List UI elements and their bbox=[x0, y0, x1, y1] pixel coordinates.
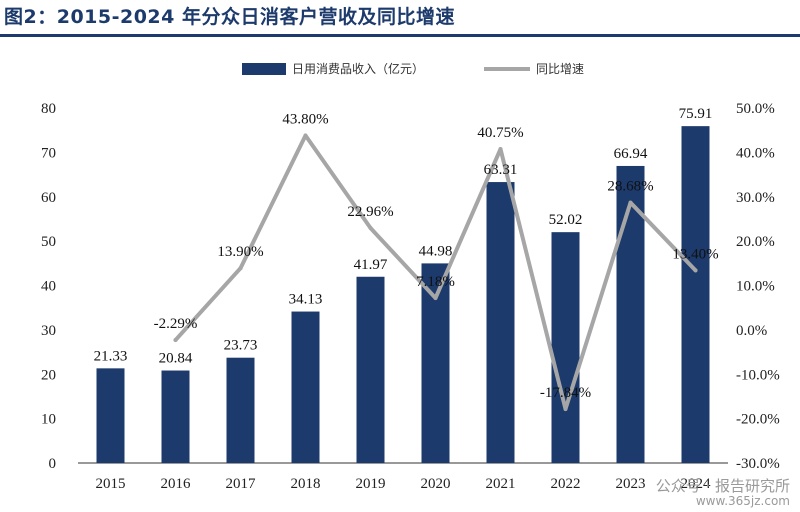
growth-value-label: 22.96% bbox=[347, 204, 393, 220]
y-right-tick-label: -30.0% bbox=[736, 456, 780, 472]
y-right-tick-label: 0.0% bbox=[736, 323, 767, 339]
legend-label-growth: 同比增速 bbox=[536, 62, 584, 76]
x-tick-label: 2022 bbox=[551, 476, 581, 492]
bar-value-label: 63.31 bbox=[484, 162, 518, 178]
growth-point bbox=[563, 407, 568, 412]
x-tick-label: 2017 bbox=[226, 476, 257, 492]
bar bbox=[616, 165, 645, 464]
bar bbox=[356, 276, 385, 463]
bar-value-label: 20.84 bbox=[159, 351, 193, 367]
x-tick-label: 2023 bbox=[616, 476, 646, 492]
growth-value-label: -2.29% bbox=[154, 316, 198, 332]
y-right-tick-label: -20.0% bbox=[736, 412, 780, 428]
bar bbox=[486, 182, 515, 463]
growth-value-label: 7.18% bbox=[416, 274, 455, 290]
bar-value-label: 44.98 bbox=[419, 243, 453, 259]
x-tick-label: 2018 bbox=[291, 476, 321, 492]
x-tick-label: 2019 bbox=[356, 476, 386, 492]
bar-value-label: 21.33 bbox=[94, 348, 128, 364]
growth-point bbox=[693, 268, 698, 273]
growth-value-label: 13.90% bbox=[217, 244, 263, 260]
y-right-tick-label: 40.0% bbox=[736, 145, 775, 161]
watermark-text: 公众号 · 报告研究所 bbox=[655, 477, 790, 496]
chart-title: 图2：2015-2024 年分众日消客户营收及同比增速 bbox=[4, 6, 455, 28]
legend-swatch-revenue bbox=[242, 63, 286, 75]
y-right-tick-label: 10.0% bbox=[736, 279, 775, 295]
y-left-tick-label: 60 bbox=[41, 190, 56, 206]
bar-value-label: 52.02 bbox=[549, 212, 583, 228]
growth-point bbox=[628, 200, 633, 205]
bar-value-label: 66.94 bbox=[614, 146, 648, 162]
growth-value-label: 28.68% bbox=[607, 179, 653, 195]
y-right-tick-label: 30.0% bbox=[736, 190, 775, 206]
y-right-tick-label: -10.0% bbox=[736, 367, 780, 383]
growth-point bbox=[173, 338, 178, 343]
y-left-tick-label: 0 bbox=[49, 456, 57, 472]
legend: 日用消费品收入（亿元） 同比增速 bbox=[242, 61, 584, 76]
watermark: 公众号 · 报告研究所 www.365jz.com bbox=[656, 478, 790, 508]
title-rule bbox=[0, 34, 800, 37]
growth-point bbox=[498, 147, 503, 152]
x-tick-label: 2024 bbox=[681, 476, 712, 492]
x-tick-label: 2021 bbox=[486, 476, 516, 492]
y-right-tick-label: 20.0% bbox=[736, 234, 775, 250]
y-left-tick-label: 20 bbox=[41, 367, 56, 383]
growth-point bbox=[433, 296, 438, 301]
y-left-tick-label: 10 bbox=[41, 412, 56, 428]
bar-value-label: 41.97 bbox=[354, 257, 388, 273]
bar bbox=[96, 368, 125, 463]
bar bbox=[161, 370, 190, 463]
x-tick-label: 2016 bbox=[161, 476, 192, 492]
bar bbox=[551, 232, 580, 463]
y-left-tick-label: 80 bbox=[41, 101, 56, 117]
growth-value-label: 13.40% bbox=[672, 246, 718, 262]
growth-value-label: 40.75% bbox=[477, 125, 523, 141]
growth-point bbox=[303, 133, 308, 138]
watermark-url: www.365jz.com bbox=[695, 493, 790, 508]
bar bbox=[226, 357, 255, 463]
y-right-tick-label: 50.0% bbox=[736, 101, 775, 117]
growth-point bbox=[238, 266, 243, 271]
y-left-tick-label: 70 bbox=[41, 145, 56, 161]
legend-label-revenue: 日用消费品收入（亿元） bbox=[292, 61, 424, 76]
y-left-tick-label: 30 bbox=[41, 323, 56, 339]
x-tick-label: 2015 bbox=[96, 476, 126, 492]
growth-value-label: -17.84% bbox=[540, 385, 591, 401]
growth-value-label: 43.80% bbox=[282, 112, 328, 128]
bar-value-label: 23.73 bbox=[224, 338, 258, 354]
y-left-tick-label: 40 bbox=[41, 279, 56, 295]
bar bbox=[291, 311, 320, 463]
bar-value-label: 34.13 bbox=[289, 292, 323, 308]
growth-point bbox=[368, 225, 373, 230]
bar-value-label: 75.91 bbox=[679, 106, 713, 122]
x-tick-label: 2020 bbox=[421, 476, 451, 492]
bar bbox=[681, 126, 710, 463]
y-left-tick-label: 50 bbox=[41, 234, 56, 250]
